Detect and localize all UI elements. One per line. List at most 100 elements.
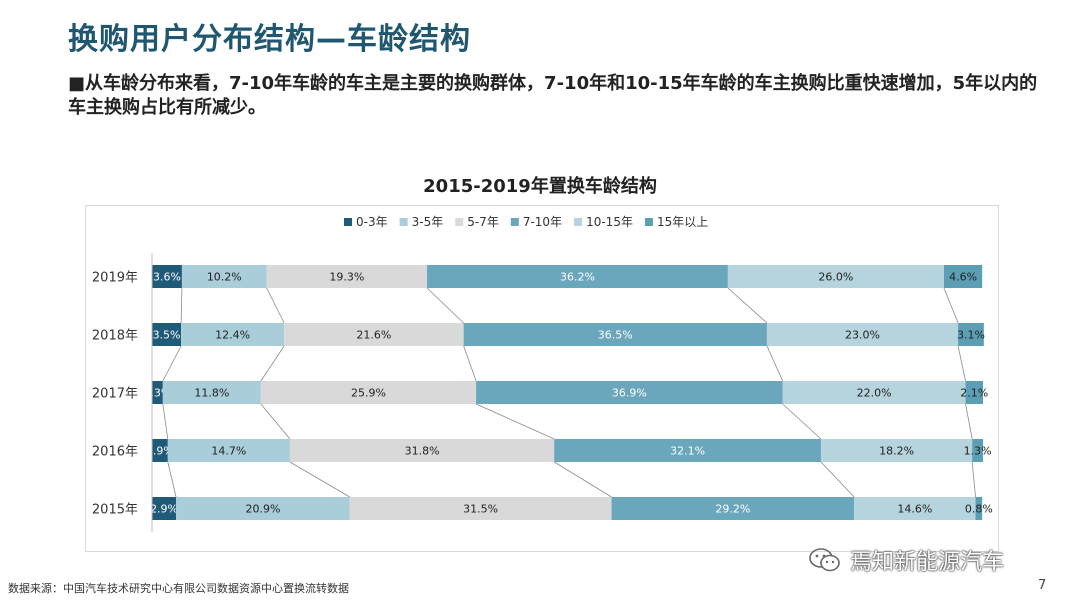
bar-segment (965, 381, 983, 404)
series-line (553, 461, 612, 498)
bar-segment (476, 381, 783, 404)
data-label: 32.1% (670, 445, 705, 458)
legend-swatch (455, 218, 464, 226)
category-label: 2017年 (92, 387, 138, 402)
bar-segment (167, 439, 290, 462)
series-line (957, 345, 966, 382)
bar-segment (943, 265, 983, 288)
bar-segment (972, 439, 983, 462)
bar-segment (176, 497, 350, 520)
data-label: 1.3% (964, 445, 992, 458)
series-line (766, 345, 784, 382)
series-line (289, 461, 350, 498)
data-label: 18.2% (879, 445, 914, 458)
legend-swatch (574, 218, 583, 226)
series-line (782, 403, 822, 440)
data-label: 0.8% (965, 503, 993, 516)
chart-title: 2015-2019年置换车龄结构 (423, 176, 657, 197)
series-line (180, 287, 183, 324)
page-description: ■从车龄分布来看，7-10年车龄的车主是主要的换购群体，7-10年和10-15年… (68, 73, 1038, 118)
bar-segment (289, 439, 555, 462)
legend-swatch (510, 218, 519, 226)
series-line (727, 287, 768, 324)
category-label: 2015年 (92, 503, 138, 518)
watermark: 焉知新能源汽车 (808, 544, 1004, 576)
chart-area: 0-3年 3-5年 5-7年 7-10年 10-15年 15年以上 2019年 3.6% 10.… (85, 205, 999, 552)
watermark-text: 焉知新能源汽车 (850, 550, 1005, 575)
bar-segment (554, 439, 821, 462)
page-title: 换购用户分布结构—车龄结构 (68, 22, 471, 57)
data-label: 31.8% (405, 445, 440, 458)
bar-segment (766, 323, 959, 346)
series-line (162, 345, 182, 382)
legend-label: 7-10年 (523, 215, 562, 229)
legend-swatch (644, 218, 653, 226)
category-label: 2016年 (92, 445, 138, 460)
bar-segment (284, 323, 464, 346)
legend-label: 10-15年 (586, 215, 633, 229)
series-line (820, 461, 855, 498)
bar-segment (463, 323, 767, 346)
data-label: 14.6% (897, 503, 932, 516)
bar-segment (611, 497, 855, 520)
data-label: 36.2% (560, 271, 595, 284)
bar-segment (427, 265, 728, 288)
series-line (162, 403, 169, 440)
stacked-bar-chart: 0-3年 3-5年 5-7年 7-10年 10-15年 15年以上 2019年 3.6% 10.… (92, 215, 993, 532)
series-line (965, 403, 973, 440)
data-label: 12.4% (215, 329, 250, 342)
series-line (463, 345, 477, 382)
wechat-icon (809, 548, 840, 572)
data-label: 3.6% (153, 271, 181, 284)
data-label: 2.1% (960, 387, 988, 400)
bar-segment (181, 265, 267, 288)
data-label: 23.0% (845, 329, 880, 342)
bar-segment (152, 323, 182, 346)
legend-swatch (344, 218, 352, 226)
legend-label: 15年以上 (657, 215, 708, 229)
data-label: 29.2% (715, 503, 750, 516)
data-label: 3.1% (957, 329, 985, 342)
series-line (260, 403, 291, 440)
data-label: 25.9% (351, 387, 386, 400)
data-label: 22.0% (857, 387, 892, 400)
bar-segment (854, 497, 976, 520)
bar-segment (181, 323, 285, 346)
series-line (167, 461, 177, 498)
bar-segment (152, 265, 182, 288)
page-number: 7 (1038, 578, 1047, 593)
legend-label: 3-5年 (412, 215, 444, 229)
category-label: 2019年 (92, 271, 138, 286)
data-label: 20.9% (245, 503, 280, 516)
legend-label: 5-7年 (467, 215, 499, 229)
data-label: 2.9% (150, 503, 178, 516)
data-label: 4.6% (949, 271, 977, 284)
bar-segment (975, 497, 983, 520)
series-line (971, 461, 976, 498)
bar-segment (162, 381, 261, 404)
data-label: 26.0% (818, 271, 853, 284)
data-label: 10.2% (207, 271, 242, 284)
data-label: 19.3% (329, 271, 364, 284)
data-label: 14.7% (211, 445, 246, 458)
bar-segment (349, 497, 612, 520)
bar-segment (958, 323, 984, 346)
data-label: 3.5% (153, 329, 181, 342)
bar-segment (820, 439, 973, 462)
data-label: 36.9% (612, 387, 647, 400)
bar-segment (782, 381, 966, 404)
bar-segment (152, 381, 163, 404)
legend-label: 0-3年 (356, 215, 388, 229)
series-line (943, 287, 959, 324)
data-source-note: 数据来源：中国汽车技术研究中心有限公司数据资源中心置换流转数据 (8, 582, 349, 595)
data-label: 1.9% (146, 445, 174, 458)
series-line (260, 345, 285, 382)
bar-segment (727, 265, 944, 288)
data-label: 36.5% (598, 329, 633, 342)
bar-segment (260, 381, 477, 404)
data-label: 31.5% (463, 503, 498, 516)
legend-swatch (399, 218, 408, 226)
series-line (266, 287, 285, 324)
bar-segment (152, 439, 168, 462)
data-label: 21.6% (356, 329, 391, 342)
